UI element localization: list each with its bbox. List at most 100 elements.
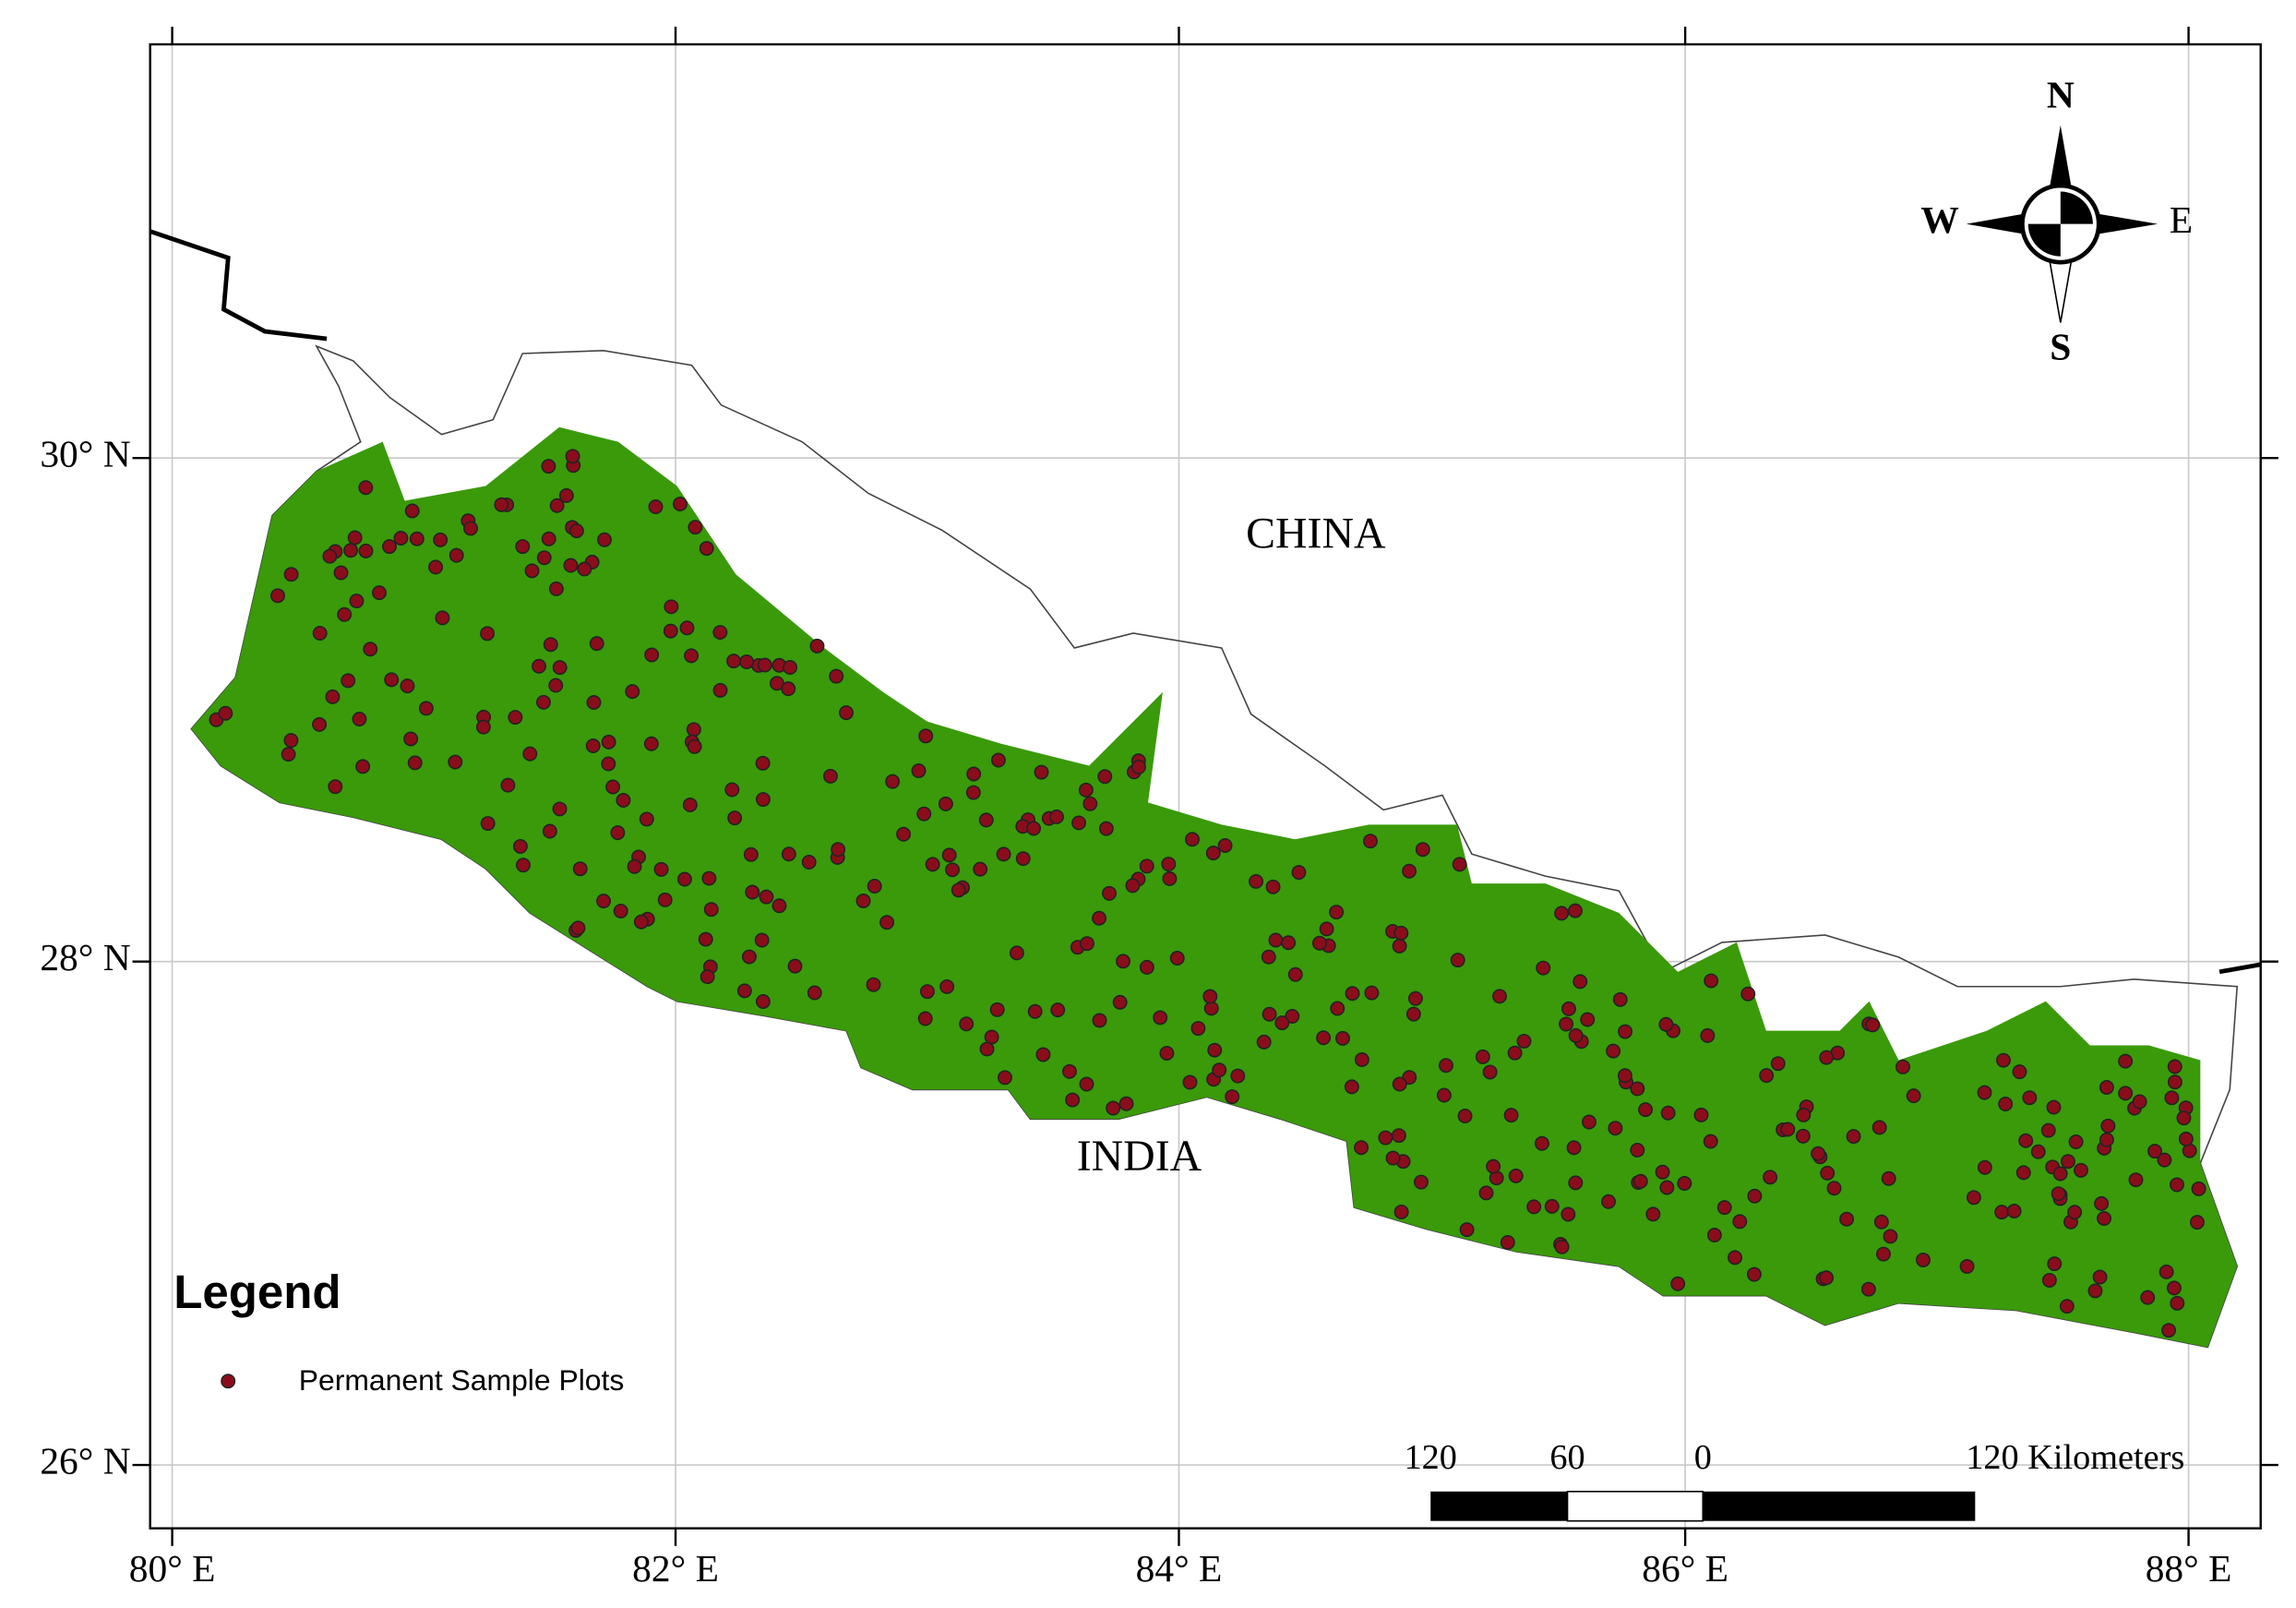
lon-label: 88° E — [2146, 1547, 2232, 1590]
sample-plot — [1554, 906, 1570, 921]
sample-plot — [1895, 1059, 1910, 1074]
sample-plot — [325, 689, 341, 704]
sample-plot — [1759, 1068, 1775, 1084]
sample-plot — [349, 594, 365, 609]
sample-plot — [1065, 1092, 1081, 1108]
sample-plot — [1407, 990, 1423, 1006]
sample-plot — [1612, 991, 1628, 1007]
sample-plot — [1819, 1050, 1835, 1065]
sample-plot — [1438, 1058, 1453, 1074]
sample-plot — [1202, 989, 1218, 1004]
sample-plot — [1330, 1001, 1345, 1016]
sample-plot — [1632, 1173, 1648, 1189]
sample-plot — [1281, 935, 1297, 951]
sample-plot — [1112, 994, 1128, 1010]
sample-plot — [1630, 1142, 1645, 1158]
sample-plot — [627, 858, 642, 874]
compass-label: W — [1920, 198, 1958, 241]
sample-plot — [610, 825, 626, 841]
sample-plot — [433, 532, 448, 547]
sample-plot — [633, 914, 649, 930]
sample-plot — [1559, 1016, 1574, 1032]
sample-plot — [2097, 1210, 2112, 1226]
sample-plot — [712, 682, 728, 698]
sample-plot — [512, 838, 528, 854]
sample-plot — [1582, 1114, 1596, 1130]
sample-plot — [1364, 985, 1380, 1001]
sample-plot — [1916, 1252, 1931, 1267]
legend-symbol — [221, 1374, 236, 1389]
sample-plot — [1638, 1102, 1654, 1118]
sample-plot — [589, 636, 604, 652]
sample-plot — [1106, 1100, 1121, 1116]
sample-plot — [625, 684, 640, 700]
ticks — [132, 26, 2278, 1546]
sample-plot — [1405, 1006, 1421, 1022]
sample-plot — [1139, 959, 1154, 975]
sample-plot — [1457, 1108, 1473, 1123]
sample-plot — [558, 487, 574, 503]
sample-plot — [337, 606, 353, 622]
sample-plot — [885, 774, 901, 789]
sample-plot — [393, 530, 409, 546]
sample-plot — [1906, 1088, 1921, 1104]
sample-plot — [757, 657, 772, 673]
sample-plot — [508, 710, 523, 726]
sample-plot — [2118, 1086, 2134, 1101]
sample-plot — [1217, 838, 1233, 853]
sample-plot — [1601, 1194, 1617, 1209]
sample-plot — [688, 520, 703, 535]
sample-plot — [577, 561, 592, 577]
sample-plot — [1015, 851, 1031, 867]
sample-plot — [1139, 858, 1154, 874]
sample-plot — [1392, 938, 1407, 954]
sample-plot — [2022, 1090, 2038, 1106]
sample-plot — [1319, 921, 1334, 937]
sample-plot — [1261, 949, 1276, 965]
sample-plot — [548, 581, 564, 596]
sample-plot — [939, 978, 955, 994]
sample-plot — [1402, 863, 1417, 879]
sample-plot — [343, 543, 359, 558]
scale-bar: 120 60 0 120 Kilometers — [1405, 1438, 2184, 1522]
sample-plot — [736, 983, 752, 999]
sample-plot — [1118, 1096, 1134, 1111]
sample-plot — [2132, 1094, 2147, 1110]
sample-plot — [2052, 1166, 2068, 1182]
sample-plot — [597, 532, 612, 547]
sample-plot — [1700, 1027, 1716, 1043]
sample-plot — [1630, 1081, 1645, 1097]
sample-plot — [2158, 1264, 2174, 1279]
sample-plot — [966, 766, 982, 782]
sample-plot — [1796, 1107, 1812, 1122]
sample-plot — [1207, 1042, 1223, 1058]
sample-plot — [312, 626, 328, 641]
sample-plot — [2128, 1172, 2144, 1188]
sample-plot — [1311, 935, 1327, 951]
sample-plot — [552, 660, 568, 676]
sample-plot — [536, 550, 552, 566]
sample-plot — [984, 1029, 999, 1045]
sample-plots — [209, 449, 2206, 1338]
sample-plot — [532, 658, 547, 674]
sample-plot — [1486, 1158, 1501, 1174]
sample-plot — [1414, 1174, 1429, 1190]
sample-plot — [1092, 910, 1107, 926]
legend-title: Legend — [173, 1266, 341, 1318]
sample-plot — [1703, 1134, 1718, 1149]
sample-plot — [745, 884, 760, 900]
sample-plot — [404, 503, 420, 519]
sample-plot — [703, 902, 719, 918]
sample-plot — [283, 567, 299, 582]
sample-plot — [1098, 821, 1114, 836]
sample-plot — [1568, 1027, 1584, 1043]
sample-plot — [605, 779, 621, 795]
sample-plot — [341, 673, 356, 689]
sample-plot — [809, 638, 825, 654]
sample-plot — [996, 846, 1011, 862]
sample-plot — [601, 756, 616, 772]
sample-plot — [1811, 1146, 1826, 1161]
sample-plot — [1573, 974, 1588, 990]
sample-plot — [2147, 1144, 2163, 1159]
